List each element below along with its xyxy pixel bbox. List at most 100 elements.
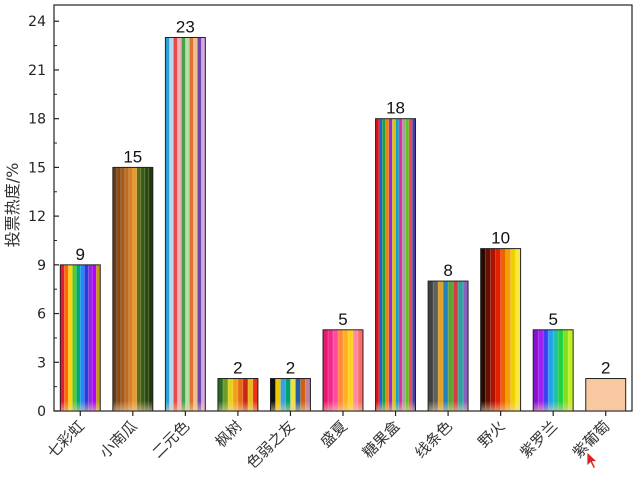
bar-stripe bbox=[124, 167, 130, 411]
x-tick-label: 小南瓜 bbox=[96, 417, 141, 462]
bar-stripe bbox=[433, 281, 439, 411]
bar: 18 bbox=[375, 99, 417, 412]
bar-value-label: 9 bbox=[76, 245, 85, 264]
bar-stripe bbox=[428, 281, 434, 411]
bar-stripe bbox=[548, 329, 554, 411]
x-tick-label: 糖果盒 bbox=[359, 417, 404, 462]
y-axis: 0 3 6 9 12 15 18 21 24 bbox=[28, 14, 59, 420]
bar-base-fade bbox=[270, 401, 311, 411]
bar-value-label: 18 bbox=[386, 99, 405, 118]
bar: 2 bbox=[269, 359, 311, 412]
bar-stripe bbox=[382, 118, 386, 412]
bar-value-label: 5 bbox=[338, 310, 347, 329]
bar-stripe bbox=[392, 118, 396, 412]
bar-stripe bbox=[480, 248, 486, 411]
bar-stripe bbox=[378, 118, 383, 412]
bar-stripe bbox=[328, 329, 334, 411]
bar-stripe bbox=[495, 248, 501, 411]
bar-stripe bbox=[96, 264, 101, 411]
bar-base-fade bbox=[217, 401, 258, 411]
x-tick-label: 二元色 bbox=[149, 417, 194, 462]
bar-value-label: 10 bbox=[491, 229, 510, 248]
bar-stripe bbox=[222, 378, 229, 411]
bar-stripe bbox=[173, 37, 178, 411]
bar-stripe bbox=[347, 329, 354, 411]
bar-stripe bbox=[68, 264, 73, 411]
bar-stripe bbox=[193, 37, 198, 411]
bar-stripe bbox=[201, 37, 206, 411]
bar: 2 bbox=[217, 359, 259, 412]
y-tick-label: 3 bbox=[37, 355, 46, 371]
y-tick-label: 0 bbox=[37, 404, 46, 420]
bar-stripe bbox=[458, 281, 464, 411]
bar-stripe bbox=[388, 118, 393, 412]
y-tick-label: 21 bbox=[28, 63, 46, 79]
bar-stripe bbox=[543, 329, 549, 411]
y-tick-label: 18 bbox=[28, 112, 46, 128]
bar-stripe bbox=[558, 329, 564, 411]
y-tick-label: 12 bbox=[28, 209, 46, 225]
bar-stripe bbox=[270, 378, 276, 411]
bar-stripe bbox=[132, 167, 138, 411]
y-tick-label: 9 bbox=[37, 258, 46, 274]
bar-stripe bbox=[305, 378, 311, 411]
bar-stripe bbox=[227, 378, 234, 411]
bar-stripe bbox=[323, 329, 329, 411]
bar-stripe bbox=[385, 118, 390, 412]
mouse-cursor-icon bbox=[586, 451, 599, 470]
bar-stripe bbox=[402, 118, 406, 412]
bar-stripe bbox=[242, 378, 249, 411]
bar-stripe bbox=[165, 37, 170, 411]
bar-stripe bbox=[285, 378, 291, 411]
bar-stripe bbox=[357, 329, 364, 411]
bar-value-label: 2 bbox=[601, 359, 610, 378]
bar-stripe bbox=[395, 118, 400, 412]
bar-stripe bbox=[448, 281, 454, 411]
bar-base-fade bbox=[165, 401, 206, 411]
bar-stripe bbox=[398, 118, 403, 412]
bar-stripe bbox=[116, 167, 122, 411]
bar-stripe bbox=[338, 329, 344, 411]
bar: 5 bbox=[532, 310, 574, 412]
bar-fill bbox=[585, 378, 626, 411]
bar-stripe bbox=[185, 37, 190, 411]
bar-stripe bbox=[343, 329, 349, 411]
bar-value-label: 5 bbox=[548, 310, 557, 329]
bar-stripe bbox=[563, 329, 569, 411]
bar-stripe bbox=[290, 378, 296, 411]
bar-stripe bbox=[405, 118, 410, 412]
bars-group: 9 15 23 2 2 5 18 8 10 5 2 bbox=[59, 17, 627, 412]
bar-stripe bbox=[295, 378, 301, 411]
bar-stripe bbox=[136, 167, 142, 411]
bar-stripe bbox=[92, 264, 97, 411]
bar-stripe bbox=[538, 329, 544, 411]
bar-stripe bbox=[88, 264, 93, 411]
bar-stripe bbox=[300, 378, 306, 411]
bar-stripe bbox=[217, 378, 224, 411]
bar: 15 bbox=[112, 147, 154, 412]
bar-stripe bbox=[169, 37, 174, 411]
bar-stripe bbox=[76, 264, 81, 411]
bar-stripe bbox=[333, 329, 339, 411]
bar-stripe bbox=[247, 378, 254, 411]
bar-stripe bbox=[80, 264, 85, 411]
bar: 8 bbox=[427, 261, 469, 412]
x-tick-label: 盛夏 bbox=[317, 417, 351, 451]
bar-stripe bbox=[128, 167, 134, 411]
bar-stripe bbox=[197, 37, 202, 411]
bar-stripe bbox=[485, 248, 491, 411]
bar-stripe bbox=[510, 248, 516, 411]
bar-base-fade bbox=[112, 401, 153, 411]
bar-stripe bbox=[408, 118, 413, 412]
bar-stripe bbox=[232, 378, 239, 411]
bar-stripe bbox=[144, 167, 150, 411]
bar-stripe bbox=[352, 329, 359, 411]
bar-stripe bbox=[490, 248, 496, 411]
bar-stripe bbox=[120, 167, 126, 411]
bar-stripe bbox=[60, 264, 65, 411]
bar-stripe bbox=[237, 378, 244, 411]
bar-stripe bbox=[412, 118, 416, 412]
bar-value-label: 23 bbox=[176, 17, 195, 36]
bar-stripe bbox=[84, 264, 89, 411]
